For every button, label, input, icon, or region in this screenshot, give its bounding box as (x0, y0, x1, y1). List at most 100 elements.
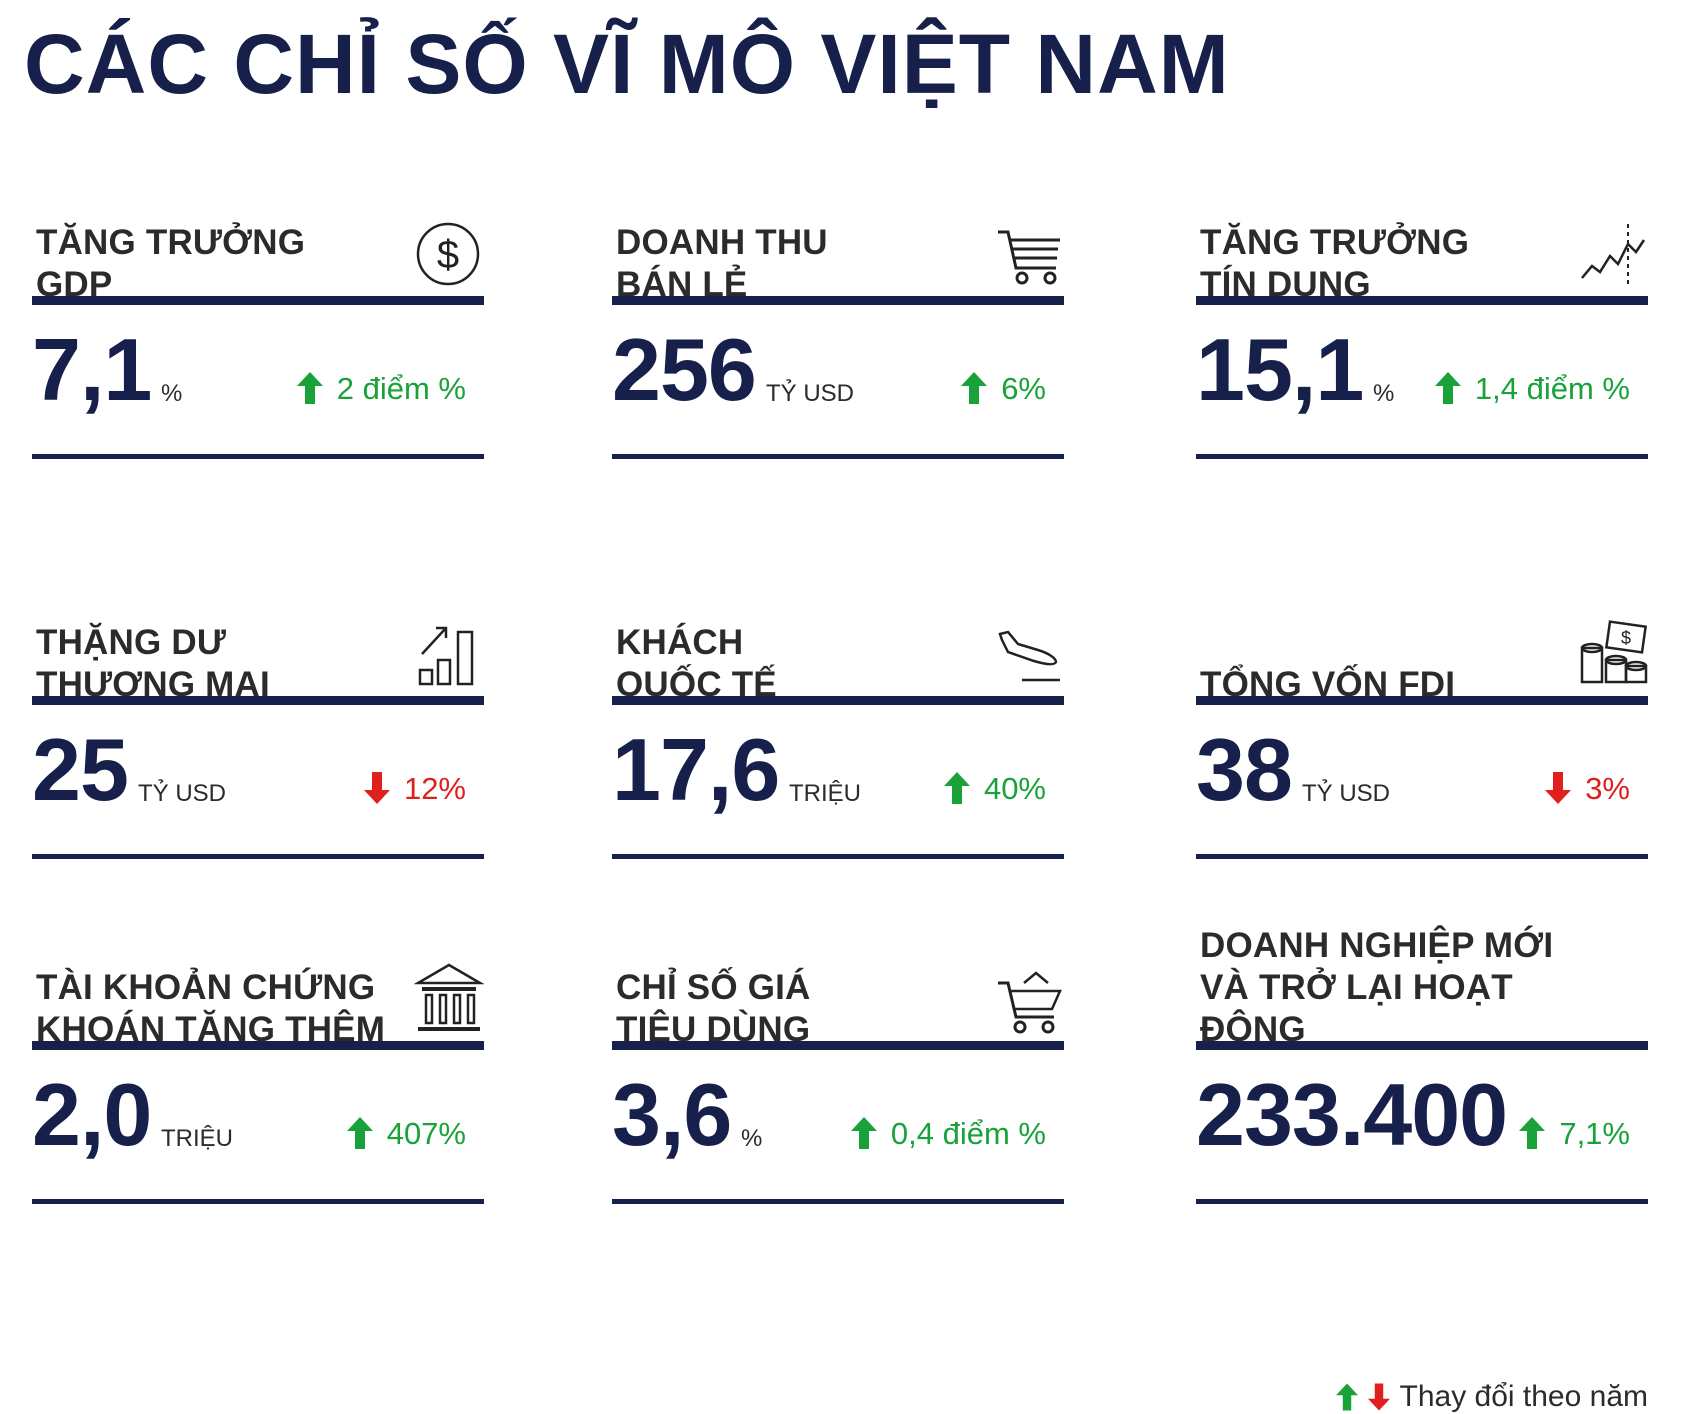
indicator-card: TÀI KHOẢN CHỨNG KHOÁN TĂNG THÊM 2,0 TRIỆU 4… (32, 935, 485, 1215)
value-row: 17,6 TRIỆU 40% (612, 718, 1064, 828)
page-title: CÁC CHỈ SỐ VĨ MÔ VIỆT NAM (24, 17, 1230, 111)
divider-thick (612, 696, 1064, 705)
divider-thin (612, 454, 1064, 459)
indicator-card: TĂNG TRƯỞNG TÍN DỤNG 15,1% 1,4 điểm % (1196, 190, 1648, 470)
indicator-value: 15,1 (1196, 320, 1364, 419)
change-text: 3% (1585, 770, 1630, 806)
divider-thin (612, 1199, 1064, 1204)
change-text: 1,4 điểm % (1474, 370, 1630, 406)
change-text: 40% (983, 770, 1046, 806)
indicator-card: DOANH NGHIỆP MỚI VÀ TRỞ LẠI HOẠT ĐỘNG 233… (1196, 926, 1648, 1215)
up-arrow-icon (850, 1117, 877, 1149)
dollar-coin-icon: $ (414, 214, 484, 290)
indicator-value: 7,1 (32, 320, 152, 419)
value-row: 25 TỶ USD 12% (32, 718, 484, 828)
up-arrow-icon (296, 372, 323, 404)
divider-thick (612, 1041, 1064, 1050)
indicator-value: 233.400 (1196, 1065, 1508, 1164)
indicator-change: 40% (943, 770, 1046, 806)
up-arrow-icon (943, 772, 970, 804)
legend-text: Thay đổi theo năm (1399, 1380, 1648, 1413)
indicator-card: KHÁCH QUỐC TẾ 17,6 TRIỆU 40% (612, 590, 1064, 870)
indicator-label: THẶNG DƯ THƯƠNG MẠI (36, 623, 270, 704)
divider-thick (32, 296, 484, 305)
indicator-change: 3% (1545, 772, 1630, 804)
growth-line-icon (1578, 214, 1648, 290)
value-row: 38 TỶ USD 3% (1196, 718, 1648, 828)
svg-text:$: $ (437, 233, 459, 277)
indicator-unit: TỶ USD (766, 380, 855, 407)
indicator-unit: TRIỆU (161, 1125, 233, 1152)
change-text: 7,1% (1559, 1115, 1630, 1151)
indicator-value: 256 (612, 320, 757, 419)
indicator-value: 17,6 (612, 720, 780, 819)
indicator-label: TÀI KHOẢN CHỨNG KHOÁN TĂNG THÊM (36, 968, 386, 1049)
indicator-value: 25 (32, 720, 129, 819)
change-text: 0,4 điểm % (890, 1115, 1046, 1151)
down-arrow-icon (1367, 1383, 1390, 1411)
bank-building-icon (413, 959, 485, 1035)
divider-thin (32, 854, 484, 859)
basket-cart-icon (994, 959, 1064, 1035)
divider-thick (612, 296, 1064, 305)
shopping-cart-icon (994, 214, 1064, 290)
divider-thick (1196, 1041, 1648, 1050)
indicator-unit: % (1373, 380, 1395, 407)
indicator-label: CHỈ SỐ GIÁ TIÊU DÙNG (616, 968, 811, 1049)
value-row: 15,1% 1,4 điểm % (1196, 318, 1648, 428)
divider-thin (612, 854, 1064, 859)
divider-thin (32, 1199, 484, 1204)
value-row: 2,0 TRIỆU 407% (32, 1063, 484, 1173)
indicator-label: DOANH THU BÁN LẺ (616, 223, 828, 304)
bar-growth-icon (414, 614, 484, 690)
indicator-unit: TỶ USD (138, 780, 227, 807)
money-stack-icon: $ (1578, 614, 1648, 690)
indicator-change: 1,4 điểm % (1434, 370, 1630, 406)
indicator-change: 12% (363, 770, 466, 806)
divider-thin (32, 454, 484, 459)
change-text: 2 điểm % (336, 370, 466, 406)
up-arrow-icon (961, 372, 988, 404)
legend: Thay đổi theo năm (1335, 1380, 1648, 1414)
indicator-label: KHÁCH QUỐC TẾ (616, 623, 777, 704)
divider-thick (32, 1041, 484, 1050)
indicator-change: 2 điểm % (296, 370, 466, 406)
indicator-value: 2,0 (32, 1065, 152, 1164)
divider-thin (1196, 454, 1648, 459)
up-arrow-icon (1335, 1383, 1358, 1411)
indicator-change: 407% (346, 1115, 466, 1151)
divider-thin (1196, 854, 1648, 859)
indicator-value: 38 (1196, 720, 1293, 819)
change-text: 407% (386, 1115, 466, 1151)
divider-thick (1196, 296, 1648, 305)
divider-thick (1196, 696, 1648, 705)
down-arrow-icon (363, 772, 390, 804)
divider-thick (32, 696, 484, 705)
indicator-card: CHỈ SỐ GIÁ TIÊU DÙNG 3,6% 0,4 điểm % (612, 935, 1064, 1215)
indicator-card: TĂNG TRƯỞNG GDP $7,1% 2 điểm % (32, 190, 484, 470)
divider-thin (1196, 1199, 1648, 1204)
svg-text:$: $ (1621, 628, 1631, 648)
indicator-unit: % (161, 380, 183, 407)
value-row: 233.400 7,1% (1196, 1063, 1648, 1173)
indicator-change: 7,1% (1519, 1117, 1630, 1149)
down-arrow-icon (1545, 772, 1572, 804)
indicator-card: DOANH THU BÁN LẺ 256 TỶ USD 6% (612, 190, 1064, 470)
indicator-change: 0,4 điểm % (850, 1115, 1046, 1151)
change-text: 12% (403, 770, 466, 806)
value-row: 3,6% 0,4 điểm % (612, 1063, 1064, 1173)
indicator-unit: TRIỆU (789, 780, 861, 807)
up-arrow-icon (1434, 372, 1461, 404)
indicator-change: 6% (961, 372, 1046, 404)
indicator-label: DOANH NGHIỆP MỚI VÀ TRỞ LẠI HOẠT ĐỘNG (1200, 926, 1554, 1049)
indicator-value: 3,6 (612, 1065, 732, 1164)
airplane-landing-icon (994, 614, 1064, 690)
change-text: 6% (1001, 370, 1046, 406)
indicator-card: THẶNG DƯ THƯƠNG MẠI 25 TỶ USD 12% (32, 590, 484, 870)
value-row: 256 TỶ USD 6% (612, 318, 1064, 428)
up-arrow-icon (1519, 1117, 1546, 1149)
indicator-label: TĂNG TRƯỞNG GDP (36, 223, 306, 304)
indicator-card: TỔNG VỐN FDI $38 TỶ USD 3% (1196, 590, 1648, 870)
indicator-label: TĂNG TRƯỞNG TÍN DỤNG (1200, 223, 1470, 304)
value-row: 7,1% 2 điểm % (32, 318, 484, 428)
